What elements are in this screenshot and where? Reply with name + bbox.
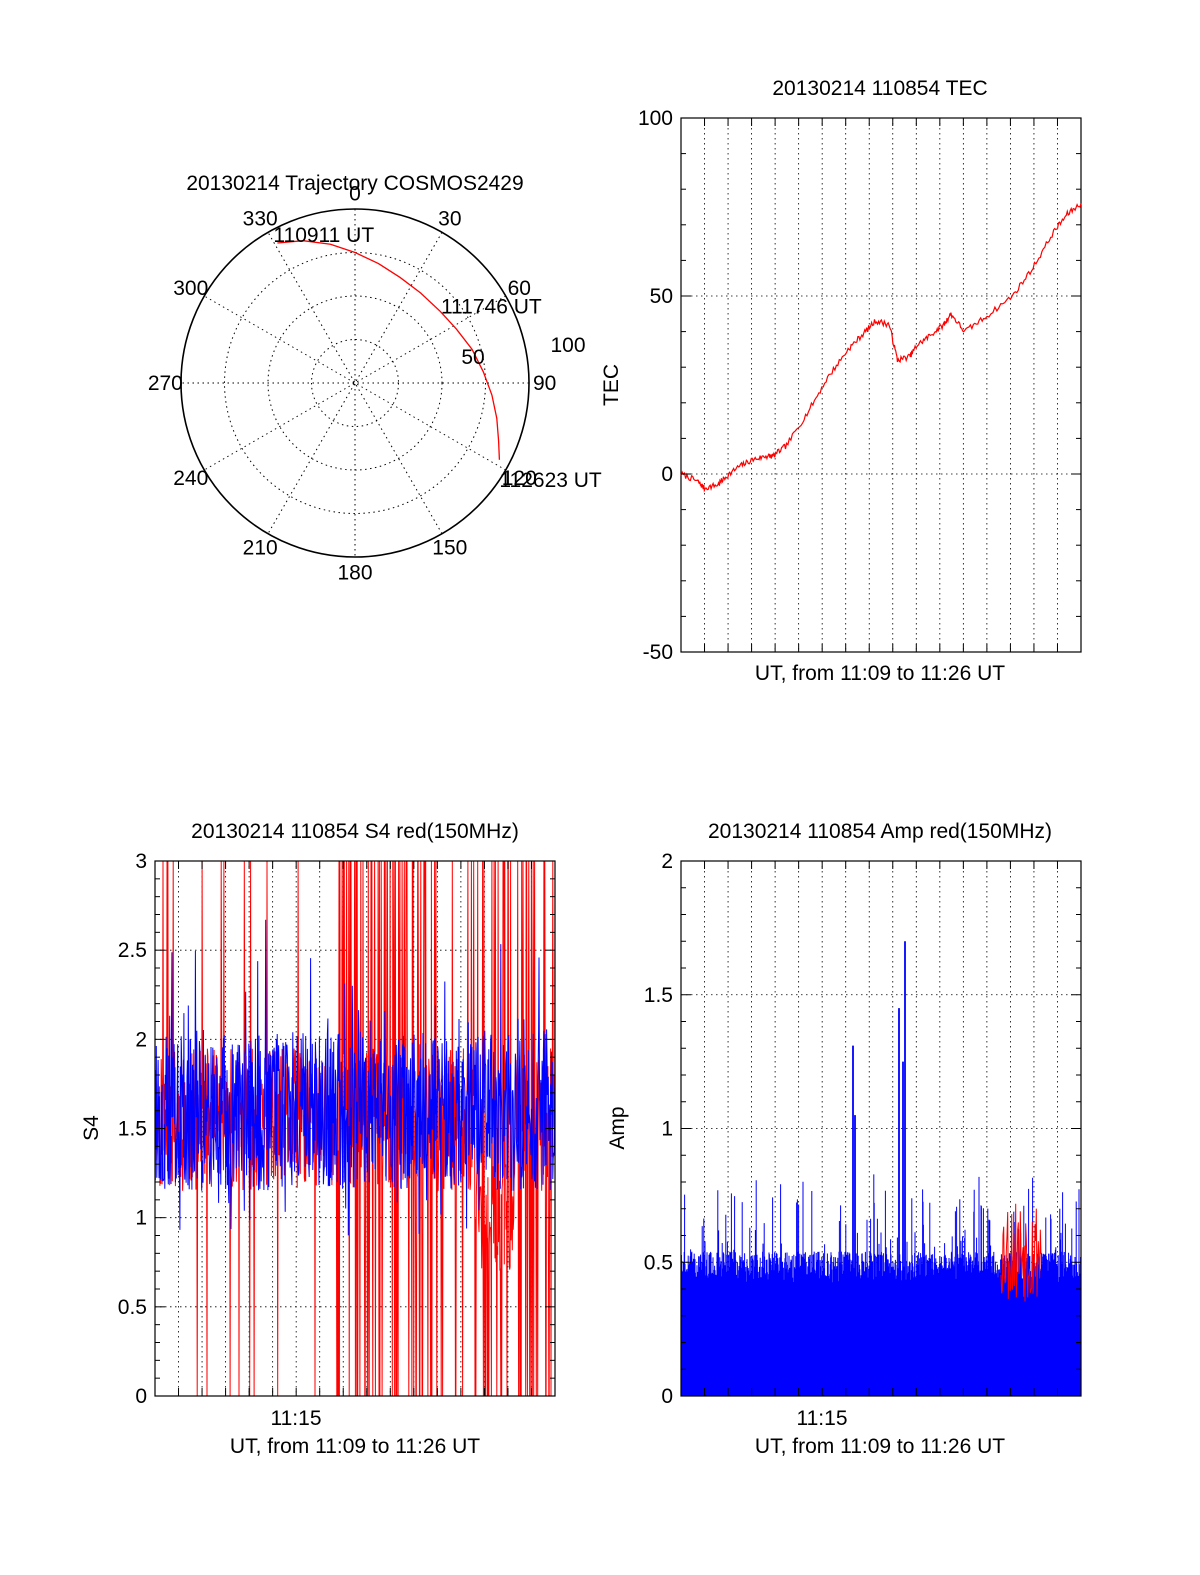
polar-grid-ring: [267, 295, 443, 471]
polar-angle-label: 330: [243, 208, 278, 231]
tec-title: 20130214 110854 TEC: [772, 77, 987, 100]
y-tick-label: 1.5: [118, 1118, 147, 1141]
polar-angle-label: 270: [148, 372, 183, 395]
y-tick-label: 2: [135, 1028, 147, 1051]
polar-angle-label: 180: [337, 562, 372, 585]
s4-panel: 20130214 110854 S4 red(150MHz) 0 0.5 1 1.5 2…: [80, 820, 556, 1458]
polar-time-annotation: 111746 UT: [441, 295, 542, 318]
polar-trajectory-line: [277, 240, 501, 460]
amp-series: [680, 941, 1082, 1396]
polar-angle-label: 210: [243, 536, 278, 559]
polar-angle-label: 150: [432, 536, 467, 559]
polar-labels: 0 30 60 90 120 150 180 210 240 270 300 330 50 100 1109…: [148, 182, 602, 584]
polar-angle-label: 120: [502, 467, 537, 490]
s4-ylabel: S4: [80, 1115, 103, 1141]
y-tick-label: 2: [661, 850, 673, 873]
polar-time-annotation: 112623 UT: [499, 469, 602, 492]
y-tick-label: 1.5: [644, 984, 673, 1007]
polar-angle-label: 300: [173, 277, 208, 300]
s4-series: [154, 860, 556, 1397]
polar-grid-ring: [224, 252, 486, 514]
polar-series: [277, 240, 501, 460]
tec-series: [680, 203, 1082, 493]
y-tick-label: 3: [135, 850, 147, 873]
s4-blue-series: [154, 919, 556, 1236]
s4-ticks: 0 0.5 1 1.5 2 2.5 3: [118, 850, 555, 1408]
polar-time-annotation: 110911 UT: [273, 224, 374, 247]
tec-line: [680, 203, 1082, 493]
amp-ticks: 0 0.5 1 1.5 2: [644, 850, 1081, 1408]
polar-radial-label: 100: [550, 334, 585, 357]
s4-xlabel: UT, from 11:09 to 11:26 UT: [230, 1435, 480, 1458]
y-tick-label: 1: [661, 1118, 673, 1141]
y-tick-label: 0.5: [644, 1251, 673, 1274]
amp-panel: 20130214 110854 Amp red(150MHz) 0 0.5 1 1.5…: [606, 820, 1082, 1458]
s4-xtick-label: 11:15: [271, 1407, 322, 1430]
polar-title: 20130214 Trajectory COSMOS2429: [186, 172, 523, 195]
polar-grid-spoke: [267, 232, 443, 534]
tec-panel: 20130214 110854 TEC -50 0 50 100 UT, from 1…: [600, 77, 1082, 685]
polar-panel: 20130214 Trajectory COSMOS2429 0 30 60 90 12…: [148, 172, 602, 585]
y-tick-label: -50: [643, 641, 673, 664]
polar-angle-label: 60: [508, 277, 531, 300]
tec-ylabel: TEC: [600, 364, 623, 406]
polar-grid-spoke: [267, 232, 443, 534]
y-tick-label: 50: [650, 285, 673, 308]
amp-xtick-label: 11:15: [797, 1407, 848, 1430]
y-tick-label: 1: [135, 1207, 147, 1230]
s4-title: 20130214 110854 S4 red(150MHz): [191, 820, 519, 843]
tec-xlabel: UT, from 11:09 to 11:26 UT: [755, 662, 1005, 685]
amp-blue-series: [680, 941, 1082, 1396]
polar-angle-label: 0: [349, 182, 361, 205]
polar-grid-ring: [311, 339, 399, 427]
amp-red-series: [1000, 1203, 1042, 1302]
y-tick-label: 0: [661, 1385, 673, 1408]
polar-angle-label: 240: [173, 467, 208, 490]
polar-angle-label: 90: [533, 372, 556, 395]
tec-plot-frame: [680, 117, 1082, 653]
amp-title: 20130214 110854 Amp red(150MHz): [708, 820, 1052, 843]
polar-radial-label: 50: [461, 346, 484, 369]
polar-grid: [180, 208, 530, 558]
y-tick-label: 2.5: [118, 939, 147, 962]
amp-xlabel: UT, from 11:09 to 11:26 UT: [755, 1435, 1005, 1458]
amp-ylabel: Amp: [606, 1106, 629, 1149]
y-tick-label: 0.5: [118, 1296, 147, 1319]
polar-angle-label: 30: [438, 208, 461, 231]
tec-grid: [681, 118, 1081, 652]
tec-ticks: -50 0 50 100: [638, 107, 1081, 664]
y-tick-label: 0: [135, 1385, 147, 1408]
y-tick-label: 100: [638, 107, 673, 130]
y-tick-label: 0: [661, 463, 673, 486]
